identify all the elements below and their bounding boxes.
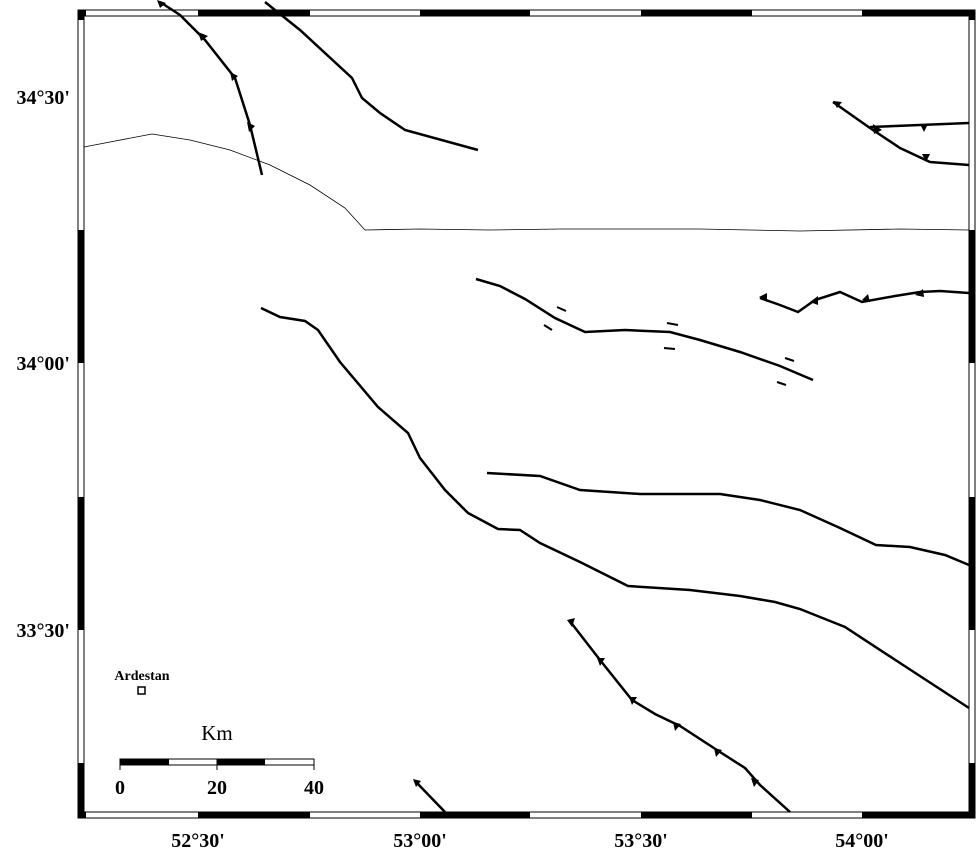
- scale-bar: Km 0 20 40: [115, 721, 324, 799]
- lat-label: 34°00': [16, 353, 70, 375]
- lat-label: 34°30': [16, 87, 70, 109]
- boundary: [83, 133, 970, 232]
- lon-label: 53°00': [393, 830, 447, 852]
- scale-label: 0: [115, 777, 125, 799]
- scale-label: 40: [304, 777, 324, 799]
- lon-label: 54°00': [835, 830, 889, 852]
- place-label: Ardestan: [114, 669, 169, 684]
- lon-label: 52°30': [171, 830, 225, 852]
- place-marker: [137, 686, 146, 695]
- scale-label: 20: [207, 777, 227, 799]
- faults: [157, 0, 970, 813]
- lon-label: 53°30': [614, 830, 668, 852]
- scale-unit: Km: [201, 721, 233, 745]
- frame: [77, 9, 976, 819]
- lat-label: 33°30': [16, 620, 70, 642]
